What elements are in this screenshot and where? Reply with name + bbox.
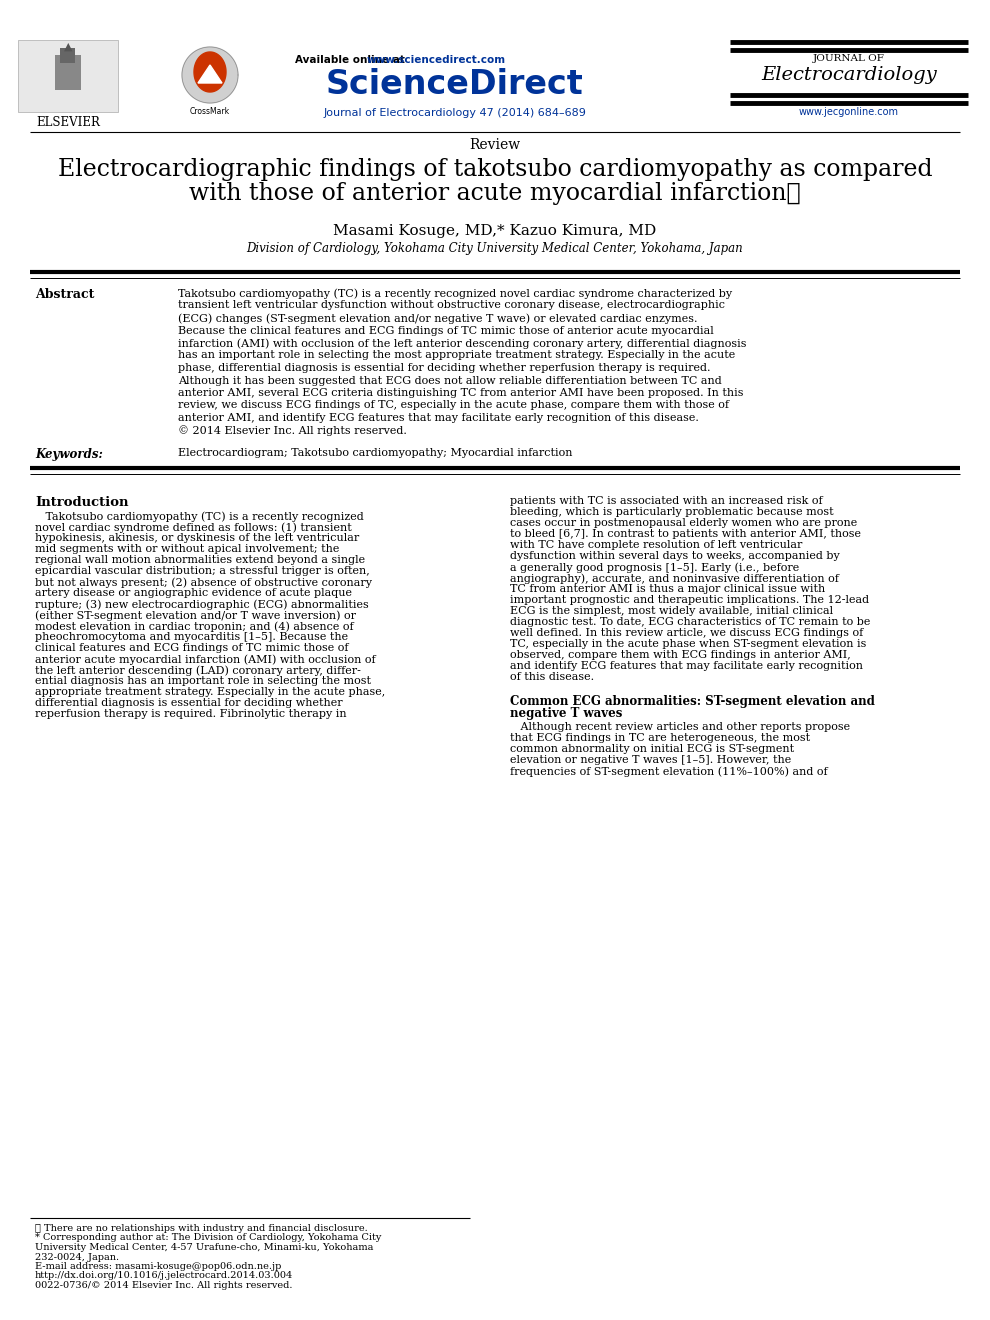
Text: modest elevation in cardiac troponin; and (4) absence of: modest elevation in cardiac troponin; an…: [35, 620, 353, 631]
Text: mid segments with or without apical involvement; the: mid segments with or without apical invo…: [35, 544, 340, 554]
Text: E-mail address: masami-kosuge@pop06.odn.ne.jp: E-mail address: masami-kosuge@pop06.odn.…: [35, 1262, 281, 1271]
Text: patients with TC is associated with an increased risk of: patients with TC is associated with an i…: [510, 496, 823, 506]
Text: CrossMark: CrossMark: [190, 107, 230, 116]
Text: JOURNAL OF: JOURNAL OF: [813, 54, 885, 63]
Text: anterior AMI, several ECG criteria distinguishing TC from anterior AMI have been: anterior AMI, several ECG criteria disti…: [178, 388, 743, 399]
Text: phase, differential diagnosis is essential for deciding whether reperfusion ther: phase, differential diagnosis is essenti…: [178, 363, 711, 374]
Text: artery disease or angiographic evidence of acute plaque: artery disease or angiographic evidence …: [35, 587, 352, 598]
Text: hypokinesis, akinesis, or dyskinesis of the left ventricular: hypokinesis, akinesis, or dyskinesis of …: [35, 533, 359, 543]
Text: (ECG) changes (ST-segment elevation and/or negative T wave) or elevated cardiac : (ECG) changes (ST-segment elevation and/…: [178, 313, 698, 323]
Text: Although it has been suggested that ECG does not allow reliable differentiation : Although it has been suggested that ECG …: [178, 375, 722, 385]
Text: © 2014 Elsevier Inc. All rights reserved.: © 2014 Elsevier Inc. All rights reserved…: [178, 425, 407, 437]
Text: review, we discuss ECG findings of TC, especially in the acute phase, compare th: review, we discuss ECG findings of TC, e…: [178, 400, 729, 411]
Polygon shape: [198, 65, 222, 83]
Text: 0022-0736/© 2014 Elsevier Inc. All rights reserved.: 0022-0736/© 2014 Elsevier Inc. All right…: [35, 1280, 292, 1290]
Text: rupture; (3) new electrocardiographic (ECG) abnormalities: rupture; (3) new electrocardiographic (E…: [35, 599, 368, 610]
Bar: [18, 40, 118, 112]
Bar: [55, 55, 81, 90]
Text: Common ECG abnormalities: ST-segment elevation and: Common ECG abnormalities: ST-segment ele…: [510, 696, 875, 708]
Text: angiography), accurate, and noninvasive differentiation of: angiography), accurate, and noninvasive …: [510, 573, 839, 583]
Text: reperfusion therapy is required. Fibrinolytic therapy in: reperfusion therapy is required. Fibrino…: [35, 709, 346, 719]
Text: (either ST-segment elevation and/or T wave inversion) or: (either ST-segment elevation and/or T wa…: [35, 610, 356, 620]
Text: ☆ There are no relationships with industry and financial disclosure.: ☆ There are no relationships with indust…: [35, 1224, 367, 1233]
Text: www.jecgonline.com: www.jecgonline.com: [799, 107, 899, 117]
Text: Abstract: Abstract: [35, 288, 94, 301]
Text: clinical features and ECG findings of TC mimic those of: clinical features and ECG findings of TC…: [35, 643, 348, 653]
Text: ELSEVIER: ELSEVIER: [36, 116, 100, 129]
Text: appropriate treatment strategy. Especially in the acute phase,: appropriate treatment strategy. Especial…: [35, 686, 385, 697]
Text: Electrocardiogram; Takotsubo cardiomyopathy; Myocardial infarction: Electrocardiogram; Takotsubo cardiomyopa…: [178, 447, 572, 458]
Text: bleeding, which is particularly problematic because most: bleeding, which is particularly problema…: [510, 507, 834, 517]
Text: pheochromocytoma and myocarditis [1–5]. Because the: pheochromocytoma and myocarditis [1–5]. …: [35, 632, 348, 642]
Text: the left anterior descending (LAD) coronary artery, differ-: the left anterior descending (LAD) coron…: [35, 665, 361, 676]
Text: important prognostic and therapeutic implications. The 12-lead: important prognostic and therapeutic imp…: [510, 595, 869, 605]
Text: with those of anterior acute myocardial infarction☆: with those of anterior acute myocardial …: [189, 182, 801, 205]
Text: anterior AMI, and identify ECG features that may facilitate early recognition of: anterior AMI, and identify ECG features …: [178, 413, 699, 422]
Text: Takotsubo cardiomyopathy (TC) is a recently recognized novel cardiac syndrome ch: Takotsubo cardiomyopathy (TC) is a recen…: [178, 288, 733, 298]
Text: Electrocardiology: Electrocardiology: [761, 66, 937, 84]
Text: Masami Kosuge, MD,* Kazuo Kimura, MD: Masami Kosuge, MD,* Kazuo Kimura, MD: [334, 224, 656, 238]
Text: elevation or negative T waves [1–5]. However, the: elevation or negative T waves [1–5]. How…: [510, 755, 791, 766]
Text: TC from anterior AMI is thus a major clinical issue with: TC from anterior AMI is thus a major cli…: [510, 583, 826, 594]
Text: Division of Cardiology, Yokohama City University Medical Center, Yokohama, Japan: Division of Cardiology, Yokohama City Un…: [247, 242, 743, 255]
Polygon shape: [182, 48, 238, 103]
Text: a generally good prognosis [1–5]. Early (i.e., before: a generally good prognosis [1–5]. Early …: [510, 562, 799, 573]
Text: * Corresponding author at: The Division of Cardiology, Yokohama City: * Corresponding author at: The Division …: [35, 1233, 381, 1242]
Text: of this disease.: of this disease.: [510, 672, 594, 682]
Text: and identify ECG features that may facilitate early recognition: and identify ECG features that may facil…: [510, 661, 863, 671]
Text: infarction (AMI) with occlusion of the left anterior descending coronary artery,: infarction (AMI) with occlusion of the l…: [178, 338, 746, 348]
Text: common abnormality on initial ECG is ST-segment: common abnormality on initial ECG is ST-…: [510, 744, 794, 754]
Text: regional wall motion abnormalities extend beyond a single: regional wall motion abnormalities exten…: [35, 554, 365, 565]
Text: ScienceDirect: ScienceDirect: [326, 69, 584, 102]
Text: University Medical Center, 4-57 Urafune-cho, Minami-ku, Yokohama: University Medical Center, 4-57 Urafune-…: [35, 1243, 373, 1251]
Bar: [60, 48, 75, 63]
Text: 232-0024, Japan.: 232-0024, Japan.: [35, 1253, 119, 1262]
Text: diagnostic test. To date, ECG characteristics of TC remain to be: diagnostic test. To date, ECG characteri…: [510, 616, 870, 627]
Text: anterior acute myocardial infarction (AMI) with occlusion of: anterior acute myocardial infarction (AM…: [35, 653, 375, 664]
Text: ential diagnosis has an important role in selecting the most: ential diagnosis has an important role i…: [35, 676, 371, 686]
Text: negative T waves: negative T waves: [510, 708, 623, 719]
Text: Although recent review articles and other reports propose: Although recent review articles and othe…: [510, 722, 850, 733]
Text: transient left ventricular dysfunction without obstructive coronary disease, ele: transient left ventricular dysfunction w…: [178, 301, 725, 310]
Polygon shape: [194, 51, 226, 92]
Text: with TC have complete resolution of left ventricular: with TC have complete resolution of left…: [510, 540, 802, 550]
Text: novel cardiac syndrome defined as follows: (1) transient: novel cardiac syndrome defined as follow…: [35, 521, 351, 532]
Text: Keywords:: Keywords:: [35, 447, 103, 461]
Text: dysfunction within several days to weeks, accompanied by: dysfunction within several days to weeks…: [510, 550, 840, 561]
Text: epicardial vascular distribution; a stressful trigger is often,: epicardial vascular distribution; a stre…: [35, 566, 369, 576]
Text: to bleed [6,7]. In contrast to patients with anterior AMI, those: to bleed [6,7]. In contrast to patients …: [510, 529, 861, 539]
Text: has an important role in selecting the most appropriate treatment strategy. Espe: has an important role in selecting the m…: [178, 351, 736, 360]
Text: Available online at: Available online at: [295, 55, 409, 65]
Text: ECG is the simplest, most widely available, initial clinical: ECG is the simplest, most widely availab…: [510, 606, 834, 616]
Text: frequencies of ST-segment elevation (11%–100%) and of: frequencies of ST-segment elevation (11%…: [510, 766, 828, 776]
Text: cases occur in postmenopausal elderly women who are prone: cases occur in postmenopausal elderly wo…: [510, 517, 857, 528]
Text: observed, compare them with ECG findings in anterior AMI,: observed, compare them with ECG findings…: [510, 649, 850, 660]
Text: Because the clinical features and ECG findings of TC mimic those of anterior acu: Because the clinical features and ECG fi…: [178, 326, 714, 335]
Text: http://dx.doi.org/10.1016/j.jelectrocard.2014.03.004: http://dx.doi.org/10.1016/j.jelectrocard…: [35, 1271, 293, 1280]
Text: that ECG findings in TC are heterogeneous, the most: that ECG findings in TC are heterogeneou…: [510, 733, 810, 743]
Text: TC, especially in the acute phase when ST-segment elevation is: TC, especially in the acute phase when S…: [510, 639, 866, 649]
Text: Electrocardiographic findings of takotsubo cardiomyopathy as compared: Electrocardiographic findings of takotsu…: [57, 158, 933, 181]
Text: www.sciencedirect.com: www.sciencedirect.com: [367, 55, 506, 65]
Text: differential diagnosis is essential for deciding whether: differential diagnosis is essential for …: [35, 698, 343, 708]
Text: ▲: ▲: [63, 42, 72, 51]
Text: Review: Review: [469, 139, 521, 152]
Text: but not always present; (2) absence of obstructive coronary: but not always present; (2) absence of o…: [35, 577, 372, 587]
Text: Journal of Electrocardiology 47 (2014) 684–689: Journal of Electrocardiology 47 (2014) 6…: [324, 108, 586, 117]
Text: Takotsubo cardiomyopathy (TC) is a recently recognized: Takotsubo cardiomyopathy (TC) is a recen…: [35, 511, 363, 521]
Text: Introduction: Introduction: [35, 496, 129, 510]
Text: well defined. In this review article, we discuss ECG findings of: well defined. In this review article, we…: [510, 628, 863, 638]
